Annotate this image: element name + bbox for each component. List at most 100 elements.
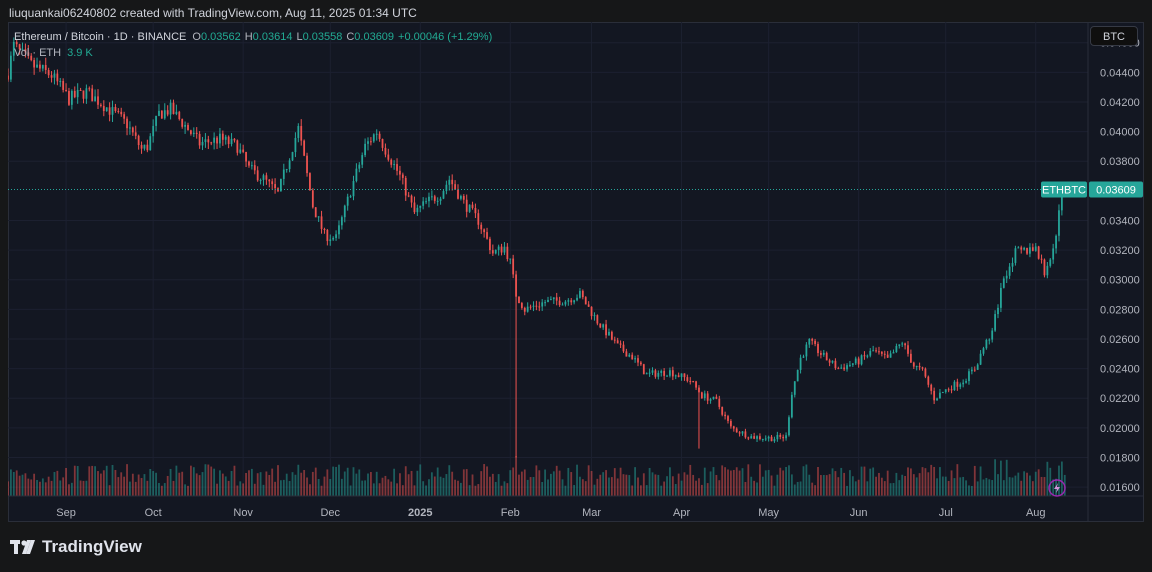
candle-body: [910, 353, 912, 363]
candle-body: [399, 170, 401, 175]
volume-bar: [454, 479, 456, 496]
candle-body: [610, 331, 613, 340]
candle-body: [33, 60, 36, 68]
volume-bar: [117, 477, 120, 496]
volume-bar: [724, 467, 726, 496]
candle-body: [686, 377, 689, 382]
candle-body: [300, 126, 303, 141]
candle-body: [282, 169, 285, 179]
volume-bar: [294, 474, 297, 496]
volume-bar: [166, 475, 169, 496]
candle-body: [747, 437, 750, 439]
volume-bar: [401, 485, 404, 496]
candle-body: [953, 381, 956, 391]
candle-body: [581, 290, 584, 298]
volume-bar: [1046, 461, 1049, 496]
volume-bar: [111, 465, 114, 496]
volume-bar: [1043, 477, 1046, 496]
candle-body: [123, 114, 126, 119]
volume-bar: [973, 465, 976, 496]
candle-body: [477, 213, 480, 225]
y-tick-label: 0.04000: [1100, 127, 1140, 139]
volume-bar: [735, 467, 738, 496]
candle-body: [779, 434, 782, 437]
last-price-tag-bg: [1089, 181, 1143, 198]
candle-body: [256, 170, 259, 181]
candle-body: [146, 144, 149, 151]
candle-body: [454, 184, 456, 190]
y-tick-label: 0.02400: [1100, 364, 1140, 376]
volume-bar: [799, 481, 802, 496]
tradingview-logo[interactable]: TradingView: [10, 537, 142, 557]
volume-bar: [648, 467, 651, 496]
candle-body: [663, 370, 666, 376]
candle-body: [515, 274, 517, 297]
volume-bar: [587, 465, 590, 496]
volume-bar: [140, 478, 143, 496]
volume-bar: [8, 481, 9, 496]
candle-body: [863, 355, 866, 357]
volume-bar: [889, 483, 892, 496]
volume-bar: [686, 474, 689, 496]
volume-bar: [962, 476, 965, 496]
volume-bar: [677, 473, 680, 496]
candle-body: [311, 190, 314, 208]
volume-bar: [105, 465, 108, 496]
chart-pane[interactable]: 0.046000.044000.042000.040000.038000.034…: [8, 22, 1144, 522]
volume-bar: [47, 476, 50, 496]
volume-bar: [201, 472, 204, 496]
candle-body: [172, 102, 175, 115]
close-value: 0.03609: [354, 31, 395, 43]
candle-body: [648, 372, 651, 374]
volume-bar: [619, 467, 622, 496]
candle-body: [245, 151, 247, 162]
volume-bar: [602, 472, 605, 496]
candle-body: [355, 168, 358, 182]
volume-bar: [309, 484, 311, 496]
volume-bar: [593, 484, 596, 496]
volume-bar: [1008, 477, 1011, 496]
y-tick-label: 0.03800: [1100, 156, 1140, 168]
candle-body: [895, 346, 898, 353]
volume-bar: [944, 476, 947, 496]
candle-body: [152, 125, 155, 137]
candle-body: [590, 306, 593, 317]
candle-body: [886, 354, 889, 358]
volume-bar: [544, 469, 546, 496]
candle-body: [65, 89, 67, 91]
volume-bar: [372, 483, 375, 496]
volume-bar: [259, 472, 262, 496]
volume-bar: [854, 481, 857, 496]
volume-bar: [169, 468, 172, 496]
candle-body: [41, 65, 44, 69]
volume-bar: [506, 483, 509, 496]
volume-bar: [509, 470, 512, 496]
candle-body: [111, 107, 114, 115]
volume-bar: [497, 474, 500, 496]
lightning-icon[interactable]: [1048, 479, 1066, 497]
candle-body: [744, 431, 747, 438]
candle-body: [163, 110, 166, 119]
brand-name: TradingView: [42, 537, 142, 556]
candle-body: [991, 330, 994, 340]
candlestick-chart[interactable]: 0.046000.044000.042000.040000.038000.034…: [8, 22, 1144, 522]
candle-body: [550, 299, 552, 301]
volume-bar: [108, 485, 111, 496]
candle-body: [404, 177, 407, 196]
candle-body: [428, 196, 430, 202]
volume-bar: [811, 482, 814, 496]
volume-bar: [407, 474, 410, 496]
candle-body: [457, 189, 459, 199]
candle-body: [547, 299, 549, 303]
candle-body: [915, 366, 918, 368]
candle-body: [483, 229, 486, 233]
currency-button[interactable]: BTC: [1090, 26, 1138, 46]
volume-bar: [599, 474, 602, 496]
volume-bar: [915, 477, 918, 496]
volume-bar: [912, 474, 915, 496]
candle-body: [317, 216, 320, 218]
volume-bar: [756, 482, 758, 496]
volume-bar: [515, 456, 517, 496]
volume-bar: [642, 473, 645, 496]
volume-bar: [343, 471, 346, 496]
